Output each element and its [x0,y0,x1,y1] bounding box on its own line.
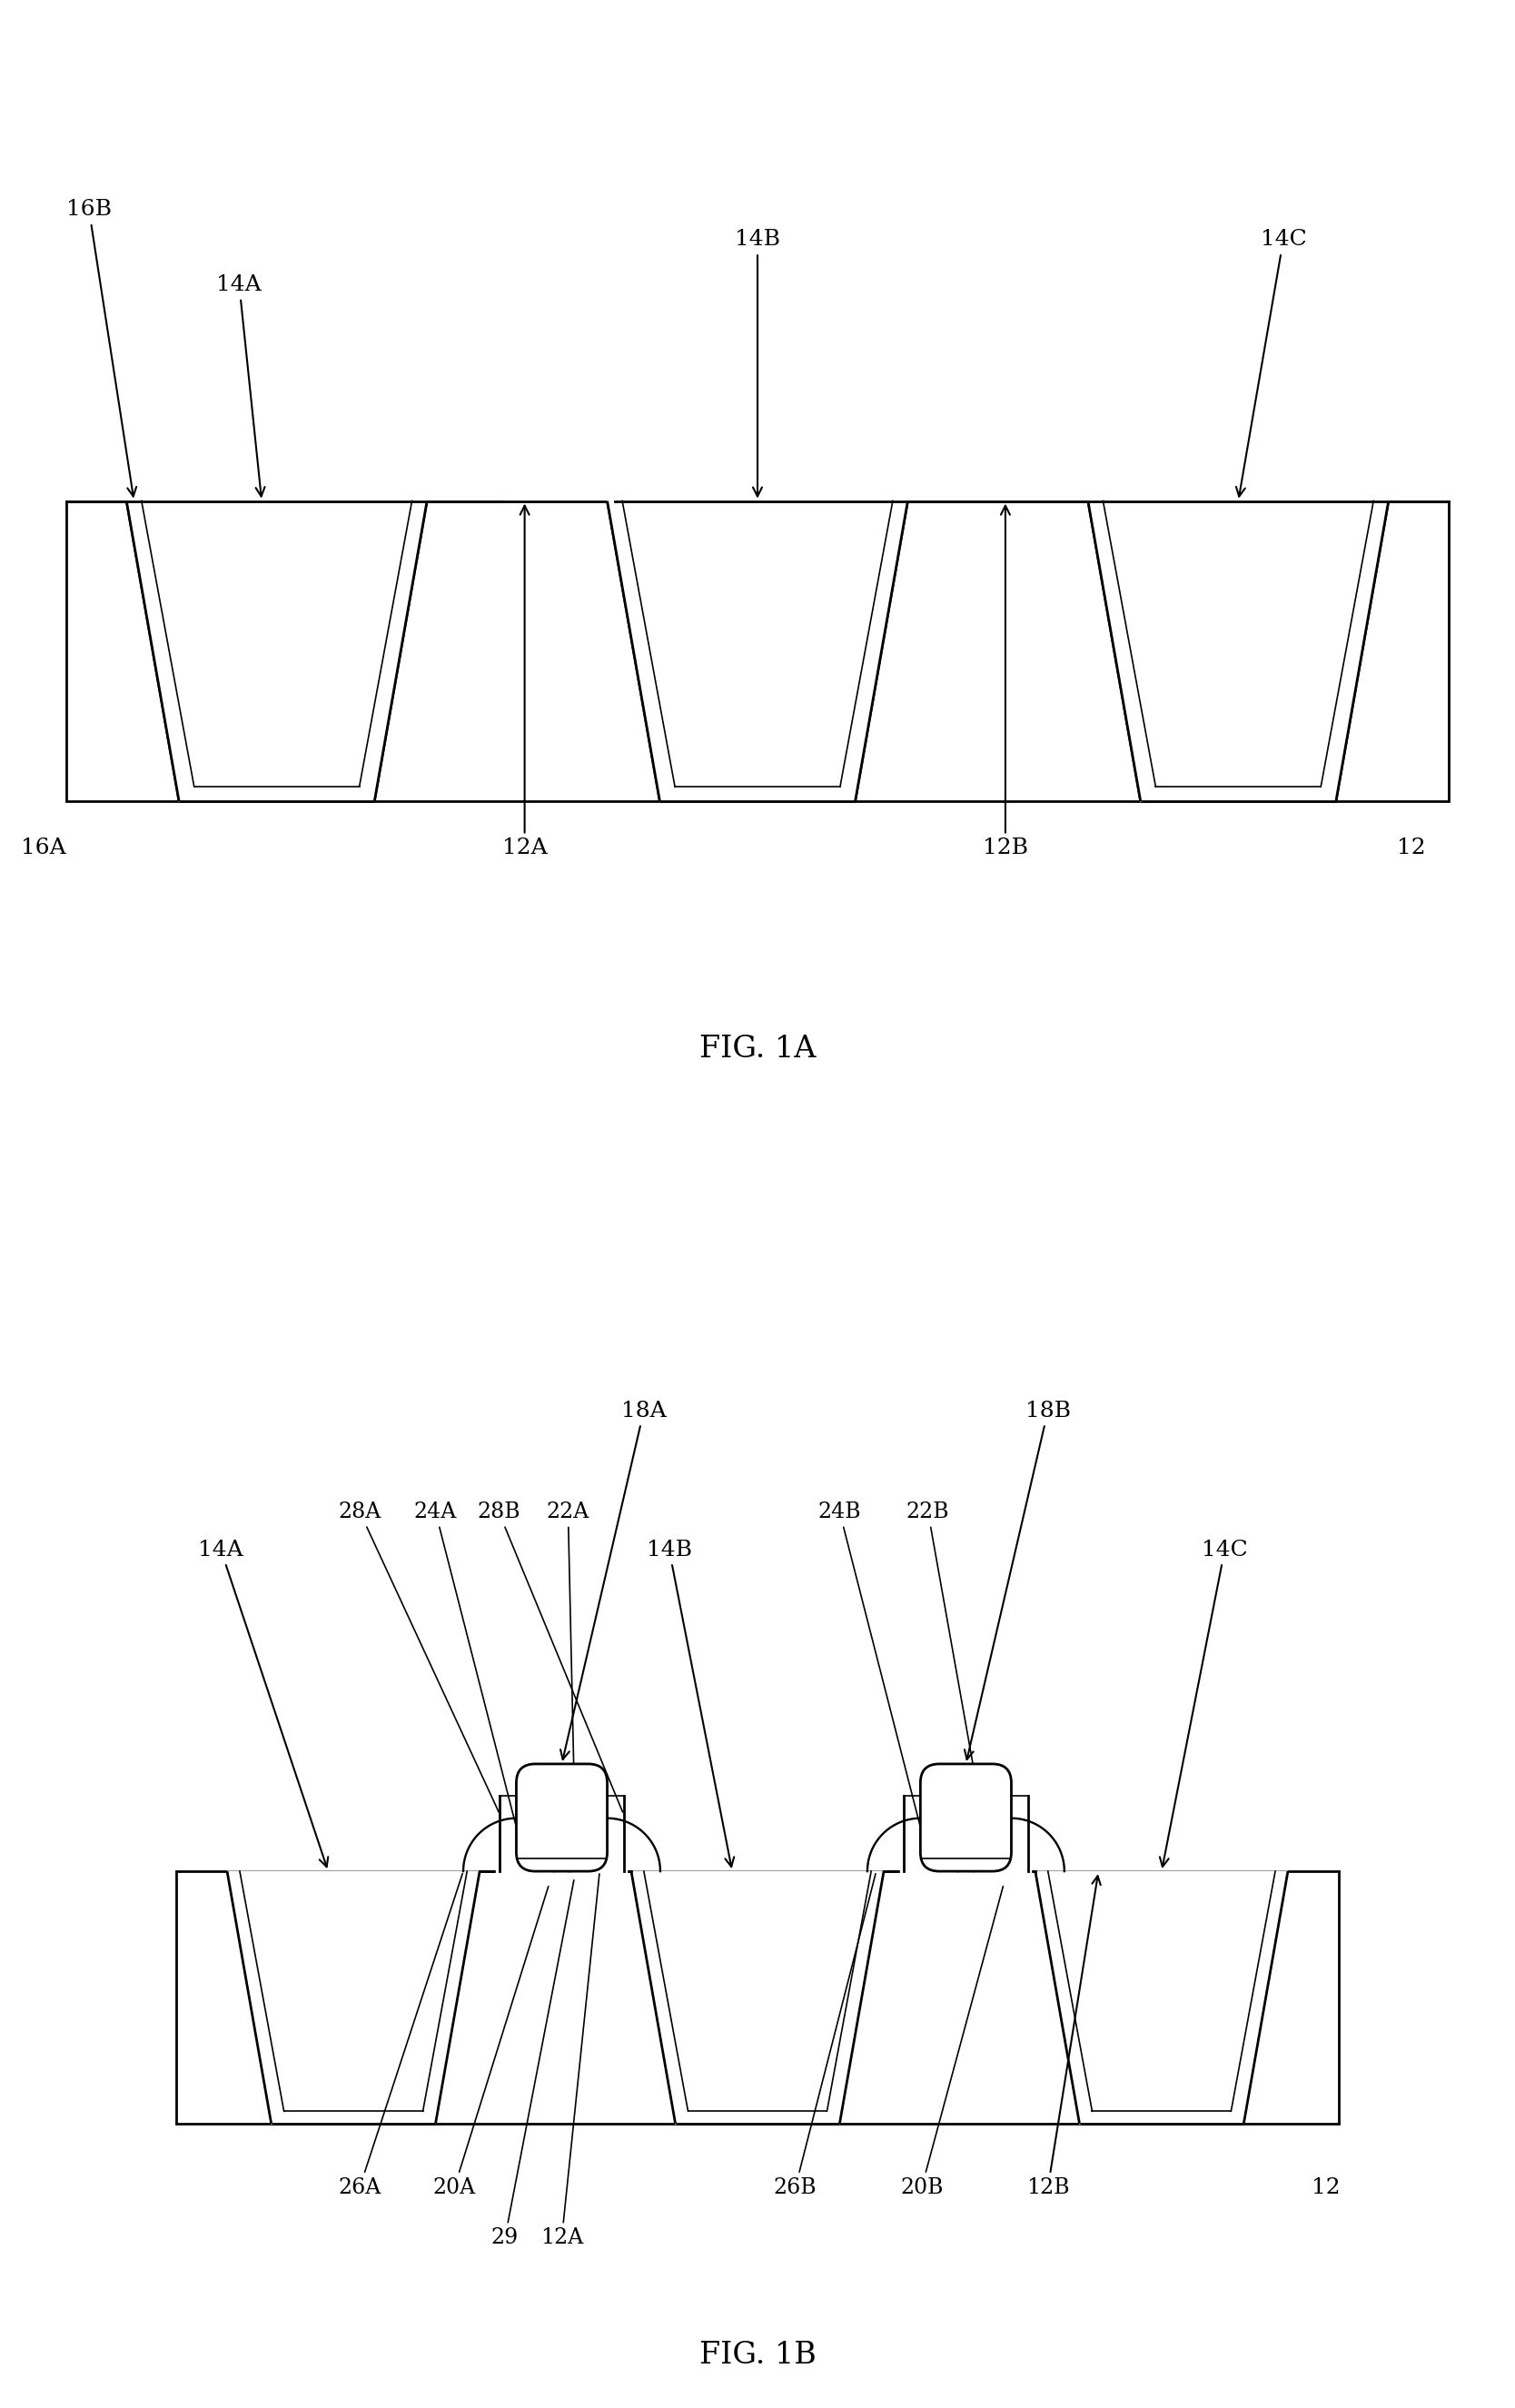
Text: 26B: 26B [774,1873,876,2199]
FancyBboxPatch shape [517,1765,608,1871]
Text: 29: 29 [491,1881,574,2249]
Text: 18B: 18B [965,1401,1071,1760]
Text: 14A: 14A [198,1539,329,1866]
Polygon shape [126,501,427,802]
Text: 12B: 12B [1026,1876,1100,2199]
Text: 22A: 22A [547,1500,589,1794]
Text: 28A: 28A [338,1500,498,1813]
Text: 14C: 14C [1236,229,1306,496]
Polygon shape [227,1871,480,2124]
FancyBboxPatch shape [921,1765,1012,1871]
Polygon shape [632,1871,883,2124]
Text: FIG. 1A: FIG. 1A [698,1033,817,1064]
Text: 20B: 20B [900,1885,1003,2199]
Text: 22B: 22B [906,1500,979,1794]
Text: 26A: 26A [338,1873,462,2199]
Polygon shape [608,501,907,802]
Text: 24B: 24B [818,1500,920,1825]
Text: 20A: 20A [433,1885,548,2199]
Text: 16B: 16B [67,200,136,496]
Text: 28B: 28B [477,1500,623,1813]
Bar [177,1871,1338,2124]
Text: 12: 12 [1397,838,1426,860]
Text: 24A: 24A [414,1500,515,1825]
Text: 14C: 14C [1160,1539,1248,1866]
Polygon shape [1035,1871,1288,2124]
Polygon shape [1088,501,1389,802]
Text: 14B: 14B [735,229,780,496]
Text: 12B: 12B [983,506,1029,860]
Text: 18A: 18A [561,1401,667,1760]
Text: 12A: 12A [501,506,547,860]
Text: FIG. 1B: FIG. 1B [698,2341,817,2369]
Text: 14A: 14A [217,275,265,496]
Text: 12: 12 [1312,2177,1341,2199]
Text: 12A: 12A [541,1873,600,2249]
Bar [67,501,1448,802]
Text: 16A: 16A [21,838,67,860]
Text: 14B: 14B [647,1539,735,1866]
